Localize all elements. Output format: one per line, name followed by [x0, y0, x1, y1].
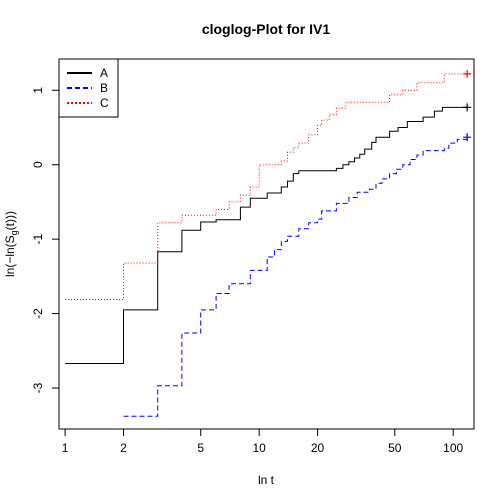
y-tick-label: 0: [31, 161, 45, 168]
series-line-B: [123, 137, 468, 417]
series-end-marker-B: [463, 133, 472, 142]
chart-title: cloglog-Plot for IV1: [202, 21, 331, 37]
series-end-marker-C: [463, 69, 472, 78]
x-axis-label: ln t: [258, 473, 275, 487]
legend-label-C: C: [100, 96, 109, 110]
legend: ABC: [58, 58, 119, 118]
y-tick-label: -2: [31, 308, 45, 319]
series-end-marker-A: [463, 103, 472, 112]
legend-label-A: A: [100, 66, 108, 80]
x-axis: 1 2 5 10 20 50 100: [62, 429, 464, 455]
y-axis-label-post: (t))): [3, 211, 17, 230]
series-line-C: [65, 73, 468, 300]
y-axis-label-sub: g: [9, 230, 19, 235]
y-axis-label: ln(−ln(Sg(t))): [3, 211, 19, 277]
y-tick-label: 1: [31, 87, 45, 94]
x-tick-label: 1: [62, 441, 69, 455]
y-axis-label-pre: ln(−ln(S: [3, 235, 17, 277]
x-tick-label: 100: [443, 441, 463, 455]
legend-label-B: B: [100, 81, 108, 95]
x-tick-label: 20: [311, 441, 325, 455]
plot-box: [58, 58, 475, 430]
x-tick-label: 50: [388, 441, 402, 455]
y-tick-label: -3: [31, 382, 45, 393]
x-tick-label: 10: [252, 441, 266, 455]
series-line-A: [65, 106, 468, 364]
x-tick-label: 5: [197, 441, 204, 455]
series-layer: [65, 69, 472, 417]
x-tick-label: 2: [120, 441, 127, 455]
y-axis: -3 -2 -1 0 1: [31, 87, 59, 393]
y-tick-label: -1: [31, 234, 45, 245]
